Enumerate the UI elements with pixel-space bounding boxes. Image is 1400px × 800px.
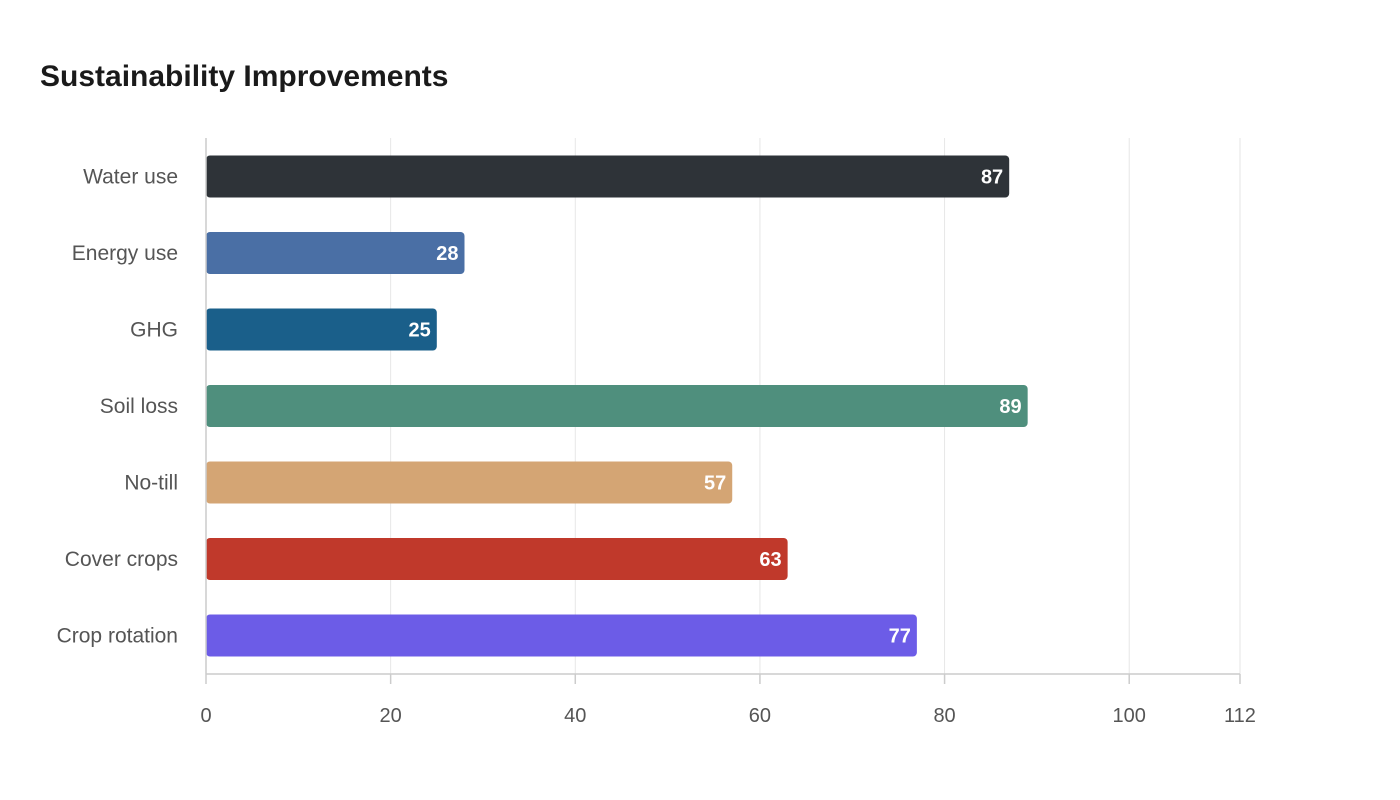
category-label: Soil loss: [100, 395, 178, 418]
category-label: Water use: [83, 166, 178, 189]
x-tick-label: 20: [380, 705, 402, 727]
bars: [206, 155, 1028, 657]
bar: [206, 308, 437, 351]
x-axis-ticks: 0 20 40 60 80 100 112: [200, 674, 1256, 727]
data-label: 28: [436, 243, 458, 265]
data-label: 25: [409, 320, 431, 342]
category-label: GHG: [130, 319, 178, 342]
category-label: Energy use: [72, 242, 178, 265]
x-tick-label: 40: [564, 705, 586, 727]
bar: [206, 155, 1010, 198]
bar: [206, 385, 1028, 427]
category-label: Crop rotation: [57, 625, 178, 648]
data-label: 63: [759, 549, 781, 571]
data-labels: 87 28 25 89 57 63 77: [409, 167, 1022, 648]
bar: [206, 232, 465, 274]
data-label: 77: [889, 626, 911, 648]
x-tick-label: 80: [933, 705, 955, 727]
x-tick-label: 100: [1113, 705, 1146, 727]
data-label: 87: [981, 167, 1003, 189]
chart-title: Sustainability Improvements: [40, 60, 449, 93]
x-tick-label: 60: [749, 705, 771, 727]
axes: [205, 138, 1240, 675]
category-label: No-till: [124, 472, 178, 495]
bar: [206, 538, 788, 580]
category-label: Cover crops: [65, 548, 178, 571]
bar: [206, 461, 733, 504]
bar: [206, 614, 917, 657]
data-label: 57: [704, 473, 726, 495]
x-tick-label: 0: [200, 705, 211, 727]
y-axis-categories: Water use Energy use GHG Soil loss No-till Co…: [57, 166, 178, 648]
x-tick-label: 112: [1224, 705, 1256, 727]
data-label: 89: [999, 396, 1021, 418]
